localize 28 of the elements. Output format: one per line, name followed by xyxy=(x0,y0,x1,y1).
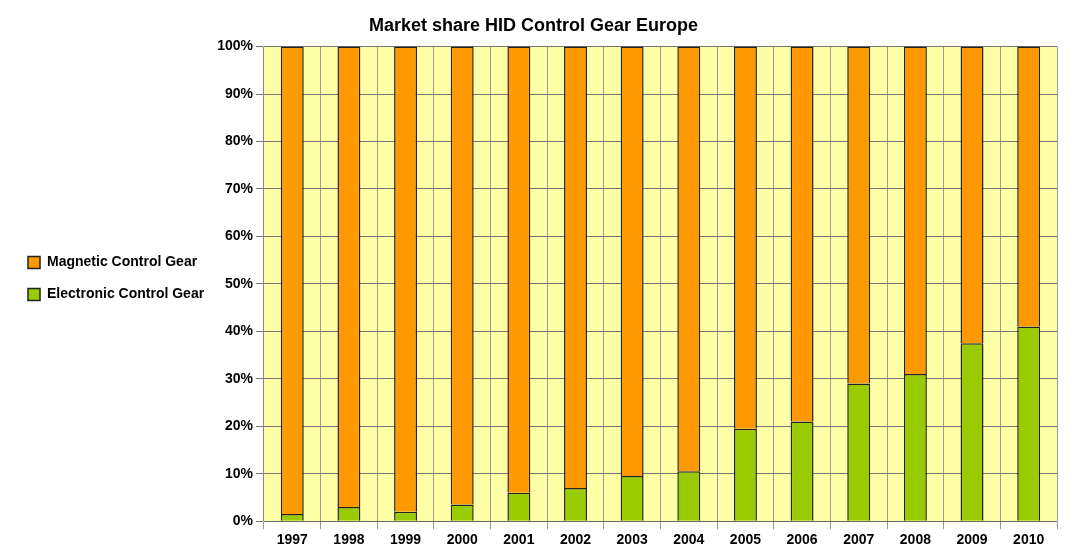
chart-title: Market share HID Control Gear Europe xyxy=(368,14,699,35)
legend-label: Magnetic Control Gear xyxy=(47,253,198,270)
y-tick-label: 90% xyxy=(224,84,254,101)
x-tick-label: 2007 xyxy=(843,531,875,548)
x-tick-label: 2010 xyxy=(1013,531,1045,548)
y-tick-label: 100% xyxy=(217,37,254,54)
y-tick-label: 30% xyxy=(224,369,254,386)
y-tick-label: 80% xyxy=(224,132,254,149)
x-tick-label: 1997 xyxy=(276,531,309,548)
x-tick-label: 2000 xyxy=(446,531,478,548)
x-tick-label: 2008 xyxy=(899,531,932,548)
y-tick-label: 50% xyxy=(224,274,254,291)
x-tick-label: 2004 xyxy=(673,531,705,548)
x-tick-label: 1999 xyxy=(389,531,422,548)
y-tick-label: 20% xyxy=(224,417,254,434)
x-tick-label: 2005 xyxy=(729,531,762,548)
y-tick-label: 60% xyxy=(224,227,254,244)
x-tick-label: 2002 xyxy=(559,531,592,548)
legend-label: Electronic Control Gear xyxy=(47,285,205,302)
y-tick-label: 40% xyxy=(224,322,254,339)
x-tick-label: 2001 xyxy=(503,531,535,548)
y-tick-label: 0% xyxy=(232,512,254,529)
x-tick-label: 2006 xyxy=(786,531,818,548)
y-tick-label: 10% xyxy=(224,464,254,481)
y-tick-label: 70% xyxy=(224,179,254,196)
x-tick-label: 2009 xyxy=(956,531,988,548)
x-tick-label: 2003 xyxy=(616,531,648,548)
x-tick-label: 1998 xyxy=(333,531,365,548)
